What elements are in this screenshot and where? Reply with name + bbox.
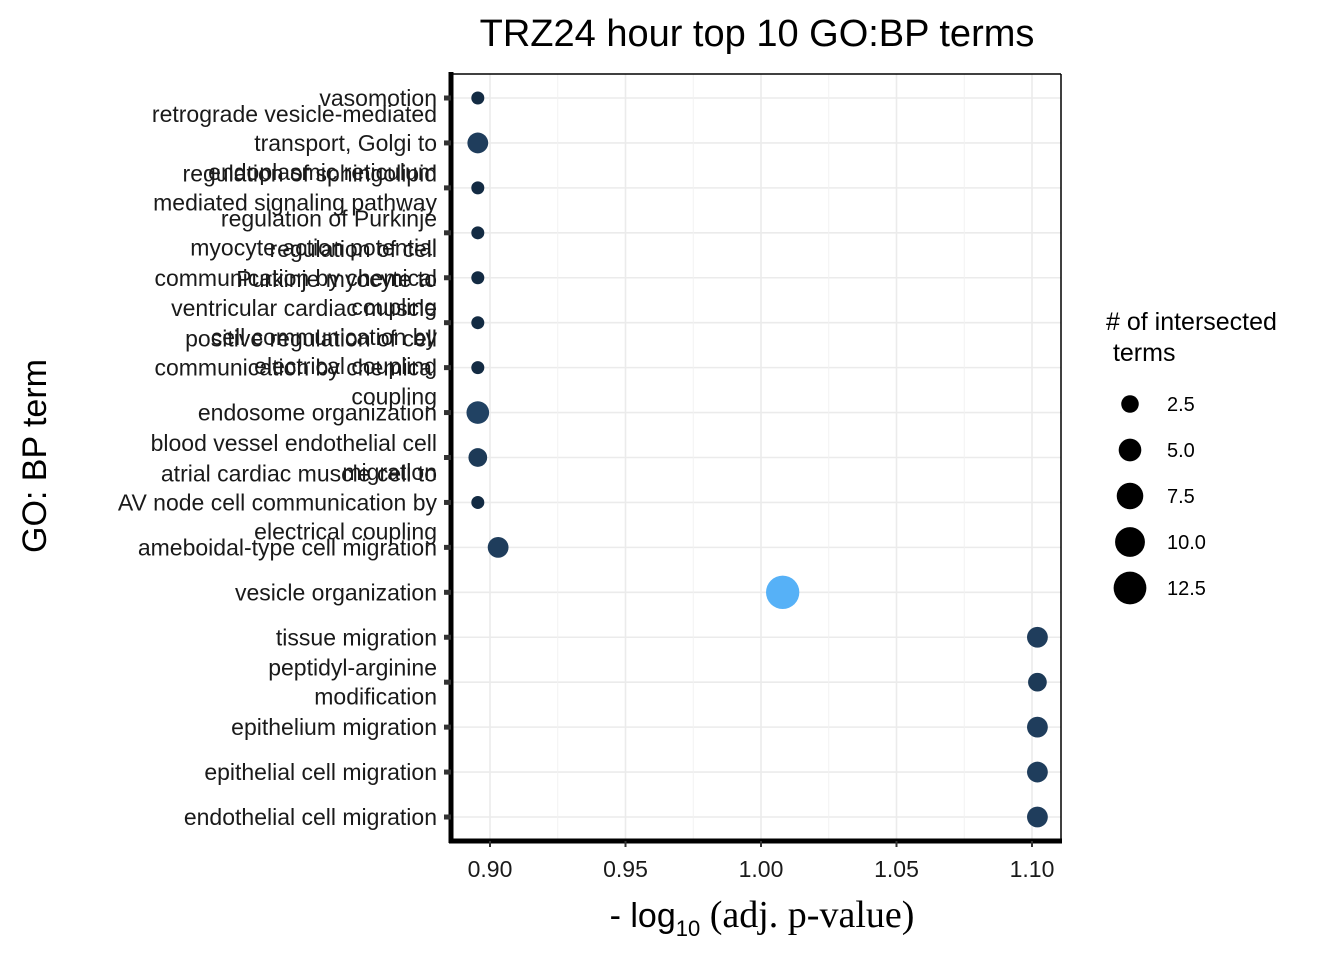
data-point [471, 226, 485, 240]
y-tick-label-line: communication by chemical [154, 355, 437, 381]
y-tick-label: peptidyl-arginine modification [268, 655, 437, 710]
data-point [471, 361, 485, 375]
data-point [1027, 806, 1048, 828]
y-tick-label-line: coupling [351, 294, 437, 320]
y-tick-label-line: electrical coupling [254, 353, 437, 379]
x-axis-label-subscript: 10 [676, 916, 700, 941]
y-tick-label-line: epithelial cell migration [204, 759, 437, 785]
y-tick-label: Purkinje myocyte to ventricular cardiac m… [171, 266, 437, 379]
x-tick-label: 1.00 [739, 856, 784, 882]
y-tick-label-line: endosome organization [198, 400, 437, 426]
y-tick-label-line: myocyte action potential [190, 234, 437, 260]
legend-key [1115, 527, 1145, 557]
y-tick-label-line: vasomotion [319, 85, 437, 111]
legend-key [1116, 482, 1144, 510]
y-tick-label-line: peptidyl-arginine [268, 655, 437, 681]
legend-label: 12.5 [1167, 578, 1206, 600]
data-point [471, 271, 485, 285]
x-tick-label: 1.10 [1010, 856, 1055, 882]
y-tick-label: tissue migration [276, 624, 437, 650]
legend-key [1113, 571, 1147, 605]
data-point [467, 132, 489, 154]
y-tick-label-line: retrograde vesicle-mediated [152, 101, 437, 127]
y-tick-label-line: endoplasmic reticulum [208, 159, 437, 185]
y-tick-label-line: migration [342, 459, 437, 485]
data-point [1027, 626, 1048, 648]
y-tick-label-line: mediated signaling pathway [153, 189, 437, 215]
y-tick-label: endothelial cell migration [184, 804, 437, 830]
legend-title: terms [1106, 339, 1175, 367]
y-tick-label-line: transport, Golgi to [254, 130, 437, 156]
x-axis-label: - log10 (adj. p-value) [610, 894, 915, 941]
y-tick-label: regulation of Purkinje myocyte action pot… [190, 205, 437, 260]
x-tick-label: 0.95 [603, 856, 648, 882]
data-point [468, 448, 488, 467]
y-axis-label: GO: BP term [16, 359, 54, 553]
data-point [466, 401, 490, 424]
data-point [1028, 672, 1047, 692]
legend-label: 10.0 [1167, 532, 1206, 554]
data-point [1027, 761, 1048, 783]
y-tick-label-line: ventricular cardiac muscle [171, 295, 437, 321]
x-tick-label: 0.90 [468, 856, 513, 882]
y-tick-label-line: positive regulation of cell [185, 326, 437, 352]
legend-label: 5.0 [1167, 440, 1195, 462]
data-points [466, 91, 1048, 828]
y-tick-label-line: regulation of Purkinje [221, 205, 437, 231]
y-tick-label: epithelium migration [231, 714, 437, 740]
y-tick-label: atrial cardiac muscle cell to AV node cel… [118, 460, 438, 544]
legend-key [1121, 395, 1139, 413]
x-axis-label-prefix: - log [610, 897, 676, 935]
size-legend: # of intersected terms 2.5 5.0 7.5 10.0 12.5 [1106, 308, 1277, 605]
y-tick-label-line: communication by chemical [154, 265, 437, 291]
x-tick-label: 1.05 [874, 856, 919, 882]
y-tick-label: positive regulation of cell communication… [154, 326, 437, 410]
y-tick-label-line: epithelium migration [231, 714, 437, 740]
y-tick-label-line: vesicle organization [235, 579, 437, 605]
y-tick-label-line: modification [314, 684, 437, 710]
data-point [471, 495, 485, 509]
y-tick-label: ameboidal-type cell migration [138, 534, 437, 560]
y-tick-label: epithelial cell migration [204, 759, 437, 785]
data-point [766, 575, 800, 609]
x-axis-label-rest: (adj. p-value) [700, 894, 914, 936]
legend-key [1118, 438, 1142, 462]
y-tick-label: endosome organization [198, 400, 437, 426]
y-tick-label-line: cell communication by [211, 324, 438, 350]
y-tick-label-line: AV node cell communication by [118, 489, 438, 515]
y-tick-label-line: ameboidal-type cell migration [138, 534, 437, 560]
y-tick-label-line: regulation of sphingolipid [183, 160, 437, 186]
x-tick-labels: 0.90 0.95 1.00 1.05 1.10 [468, 856, 1055, 882]
legend-label: 7.5 [1167, 486, 1195, 508]
y-tick-label-line: tissue migration [276, 624, 437, 650]
grid-lines [451, 74, 1061, 841]
y-tick-label-line: blood vessel endothelial cell [151, 430, 437, 456]
y-tick-label-line: atrial cardiac muscle cell to [161, 460, 437, 486]
legend-label: 2.5 [1167, 394, 1195, 416]
data-point [487, 536, 509, 558]
y-tick-label-line: Purkinje myocyte to [236, 266, 437, 292]
y-tick-label: vesicle organization [235, 579, 437, 605]
plot-axes [444, 72, 1062, 847]
data-point [471, 316, 485, 330]
data-point [471, 91, 485, 105]
y-tick-label-line: endothelial cell migration [184, 804, 437, 830]
y-tick-label-line: regulation of cell [270, 236, 438, 262]
y-tick-label-line: electrical coupling [254, 518, 437, 544]
y-tick-label-line: coupling [351, 384, 437, 410]
data-point [1027, 716, 1048, 738]
y-tick-label: vasomotion [319, 85, 437, 111]
chart-title: TRZ24 hour top 10 GO:BP terms [480, 13, 1035, 55]
y-tick-label: regulation of cell communication by chemi… [154, 236, 437, 320]
legend-title: # of intersected [1106, 308, 1277, 336]
y-tick-label: retrograde vesicle-mediated transport, Go… [152, 101, 437, 185]
y-tick-label: regulation of sphingolipid mediated signa… [153, 160, 437, 215]
data-point [471, 181, 485, 195]
y-tick-label: blood vessel endothelial cell migration [151, 430, 437, 485]
